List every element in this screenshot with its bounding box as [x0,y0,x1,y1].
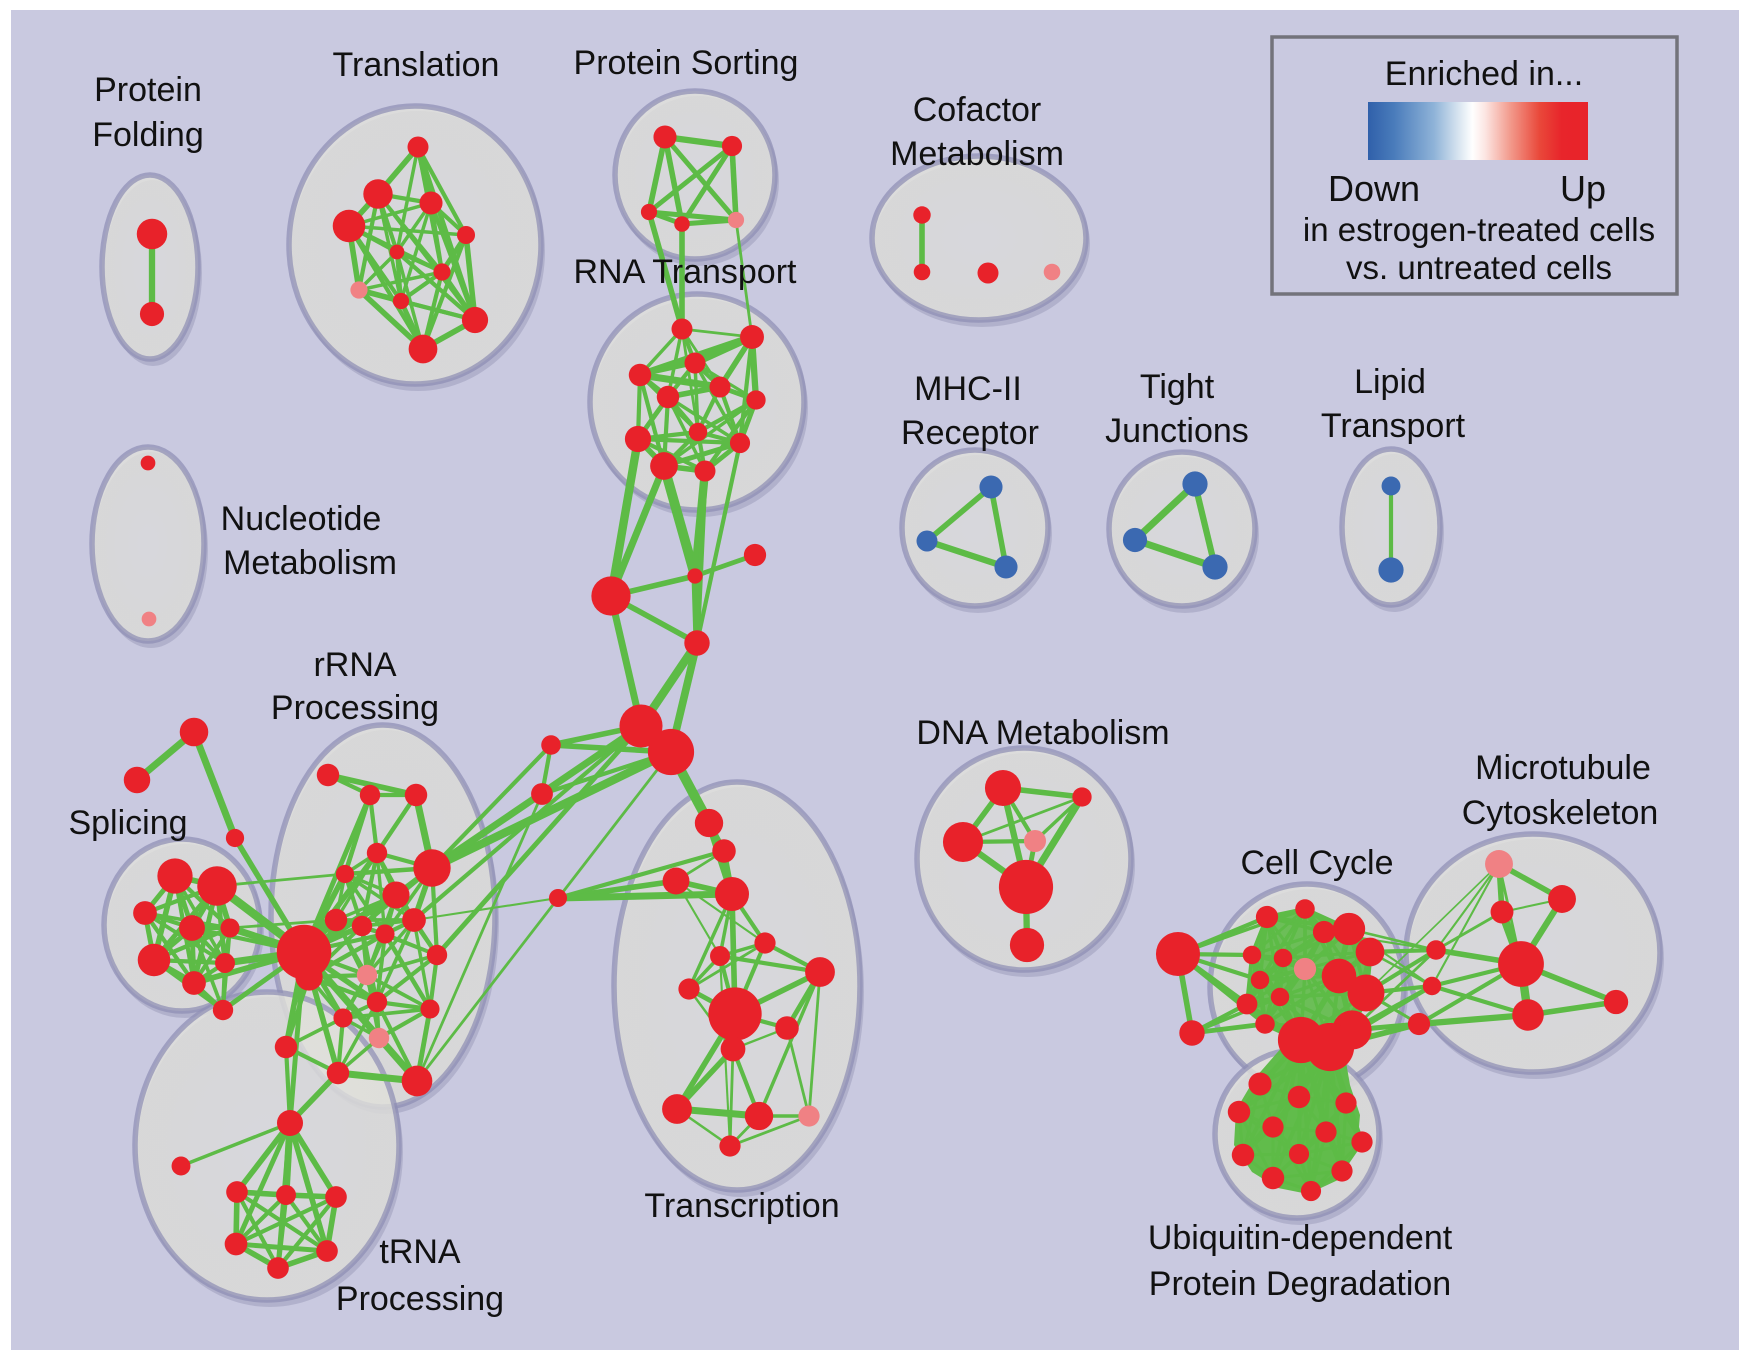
svg-text:Enriched in...: Enriched in... [1385,55,1583,93]
svg-text:Cofactor: Cofactor [913,91,1042,129]
svg-text:Microtubule: Microtubule [1475,749,1651,787]
svg-text:Receptor: Receptor [901,414,1039,452]
svg-text:Metabolism: Metabolism [223,544,397,582]
svg-text:tRNA: tRNA [379,1233,461,1271]
svg-text:Protein: Protein [94,71,202,109]
svg-text:MHC-II: MHC-II [914,370,1022,408]
svg-text:Processing: Processing [336,1280,504,1318]
svg-text:Protein Sorting: Protein Sorting [574,44,799,82]
svg-text:DNA Metabolism: DNA Metabolism [916,714,1169,752]
svg-text:Ubiquitin-dependent: Ubiquitin-dependent [1148,1219,1453,1257]
svg-text:Processing: Processing [271,689,439,727]
svg-text:Protein Degradation: Protein Degradation [1149,1265,1451,1303]
svg-text:Transport: Transport [1321,407,1466,445]
svg-text:Lipid: Lipid [1354,363,1426,401]
svg-text:Cytoskeleton: Cytoskeleton [1462,794,1659,832]
svg-text:Splicing: Splicing [68,804,187,842]
svg-text:Cell Cycle: Cell Cycle [1240,844,1393,882]
svg-text:Metabolism: Metabolism [890,135,1064,173]
svg-text:rRNA: rRNA [313,646,396,684]
svg-text:Transcription: Transcription [644,1187,839,1225]
svg-text:Translation: Translation [333,46,500,84]
svg-text:Junctions: Junctions [1105,412,1249,450]
svg-text:Down: Down [1328,168,1420,209]
svg-text:Up: Up [1560,168,1606,209]
svg-text:Folding: Folding [92,116,204,154]
svg-text:Tight: Tight [1140,368,1215,406]
svg-text:vs. untreated cells: vs. untreated cells [1346,249,1612,286]
svg-text:Nucleotide: Nucleotide [221,500,382,538]
svg-text:RNA Transport: RNA Transport [574,253,798,291]
svg-text:in estrogen-treated cells: in estrogen-treated cells [1303,211,1655,248]
